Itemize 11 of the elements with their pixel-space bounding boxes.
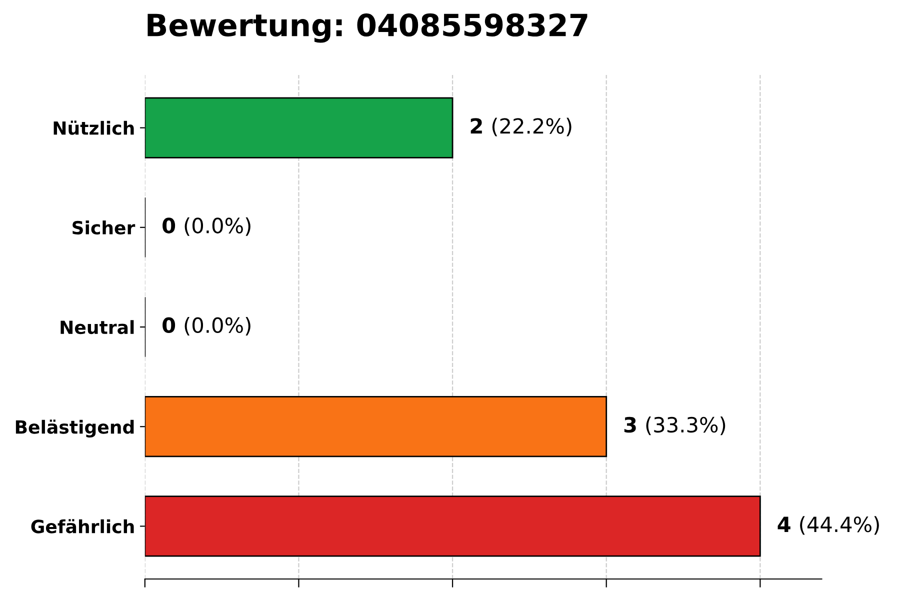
y-tick-label: Gefährlich bbox=[31, 519, 134, 534]
chart-title: Bewertung: 04085598327 bbox=[148, 13, 588, 43]
data-label: 0 (0.0%) bbox=[162, 316, 250, 336]
y-tick-label: Belästigend bbox=[16, 420, 134, 438]
y-tick-label: Neutral bbox=[60, 320, 134, 334]
data-label: 3 (33.3%) bbox=[624, 416, 726, 436]
data-label: 4 (44.4%) bbox=[778, 516, 879, 535]
y-tick-label: Nützlich bbox=[54, 120, 134, 135]
y-tick-label: Sicher bbox=[72, 220, 136, 235]
data-label: 0 (0.0%) bbox=[162, 217, 250, 236]
data-label: 2 (22.2%) bbox=[470, 118, 572, 136]
